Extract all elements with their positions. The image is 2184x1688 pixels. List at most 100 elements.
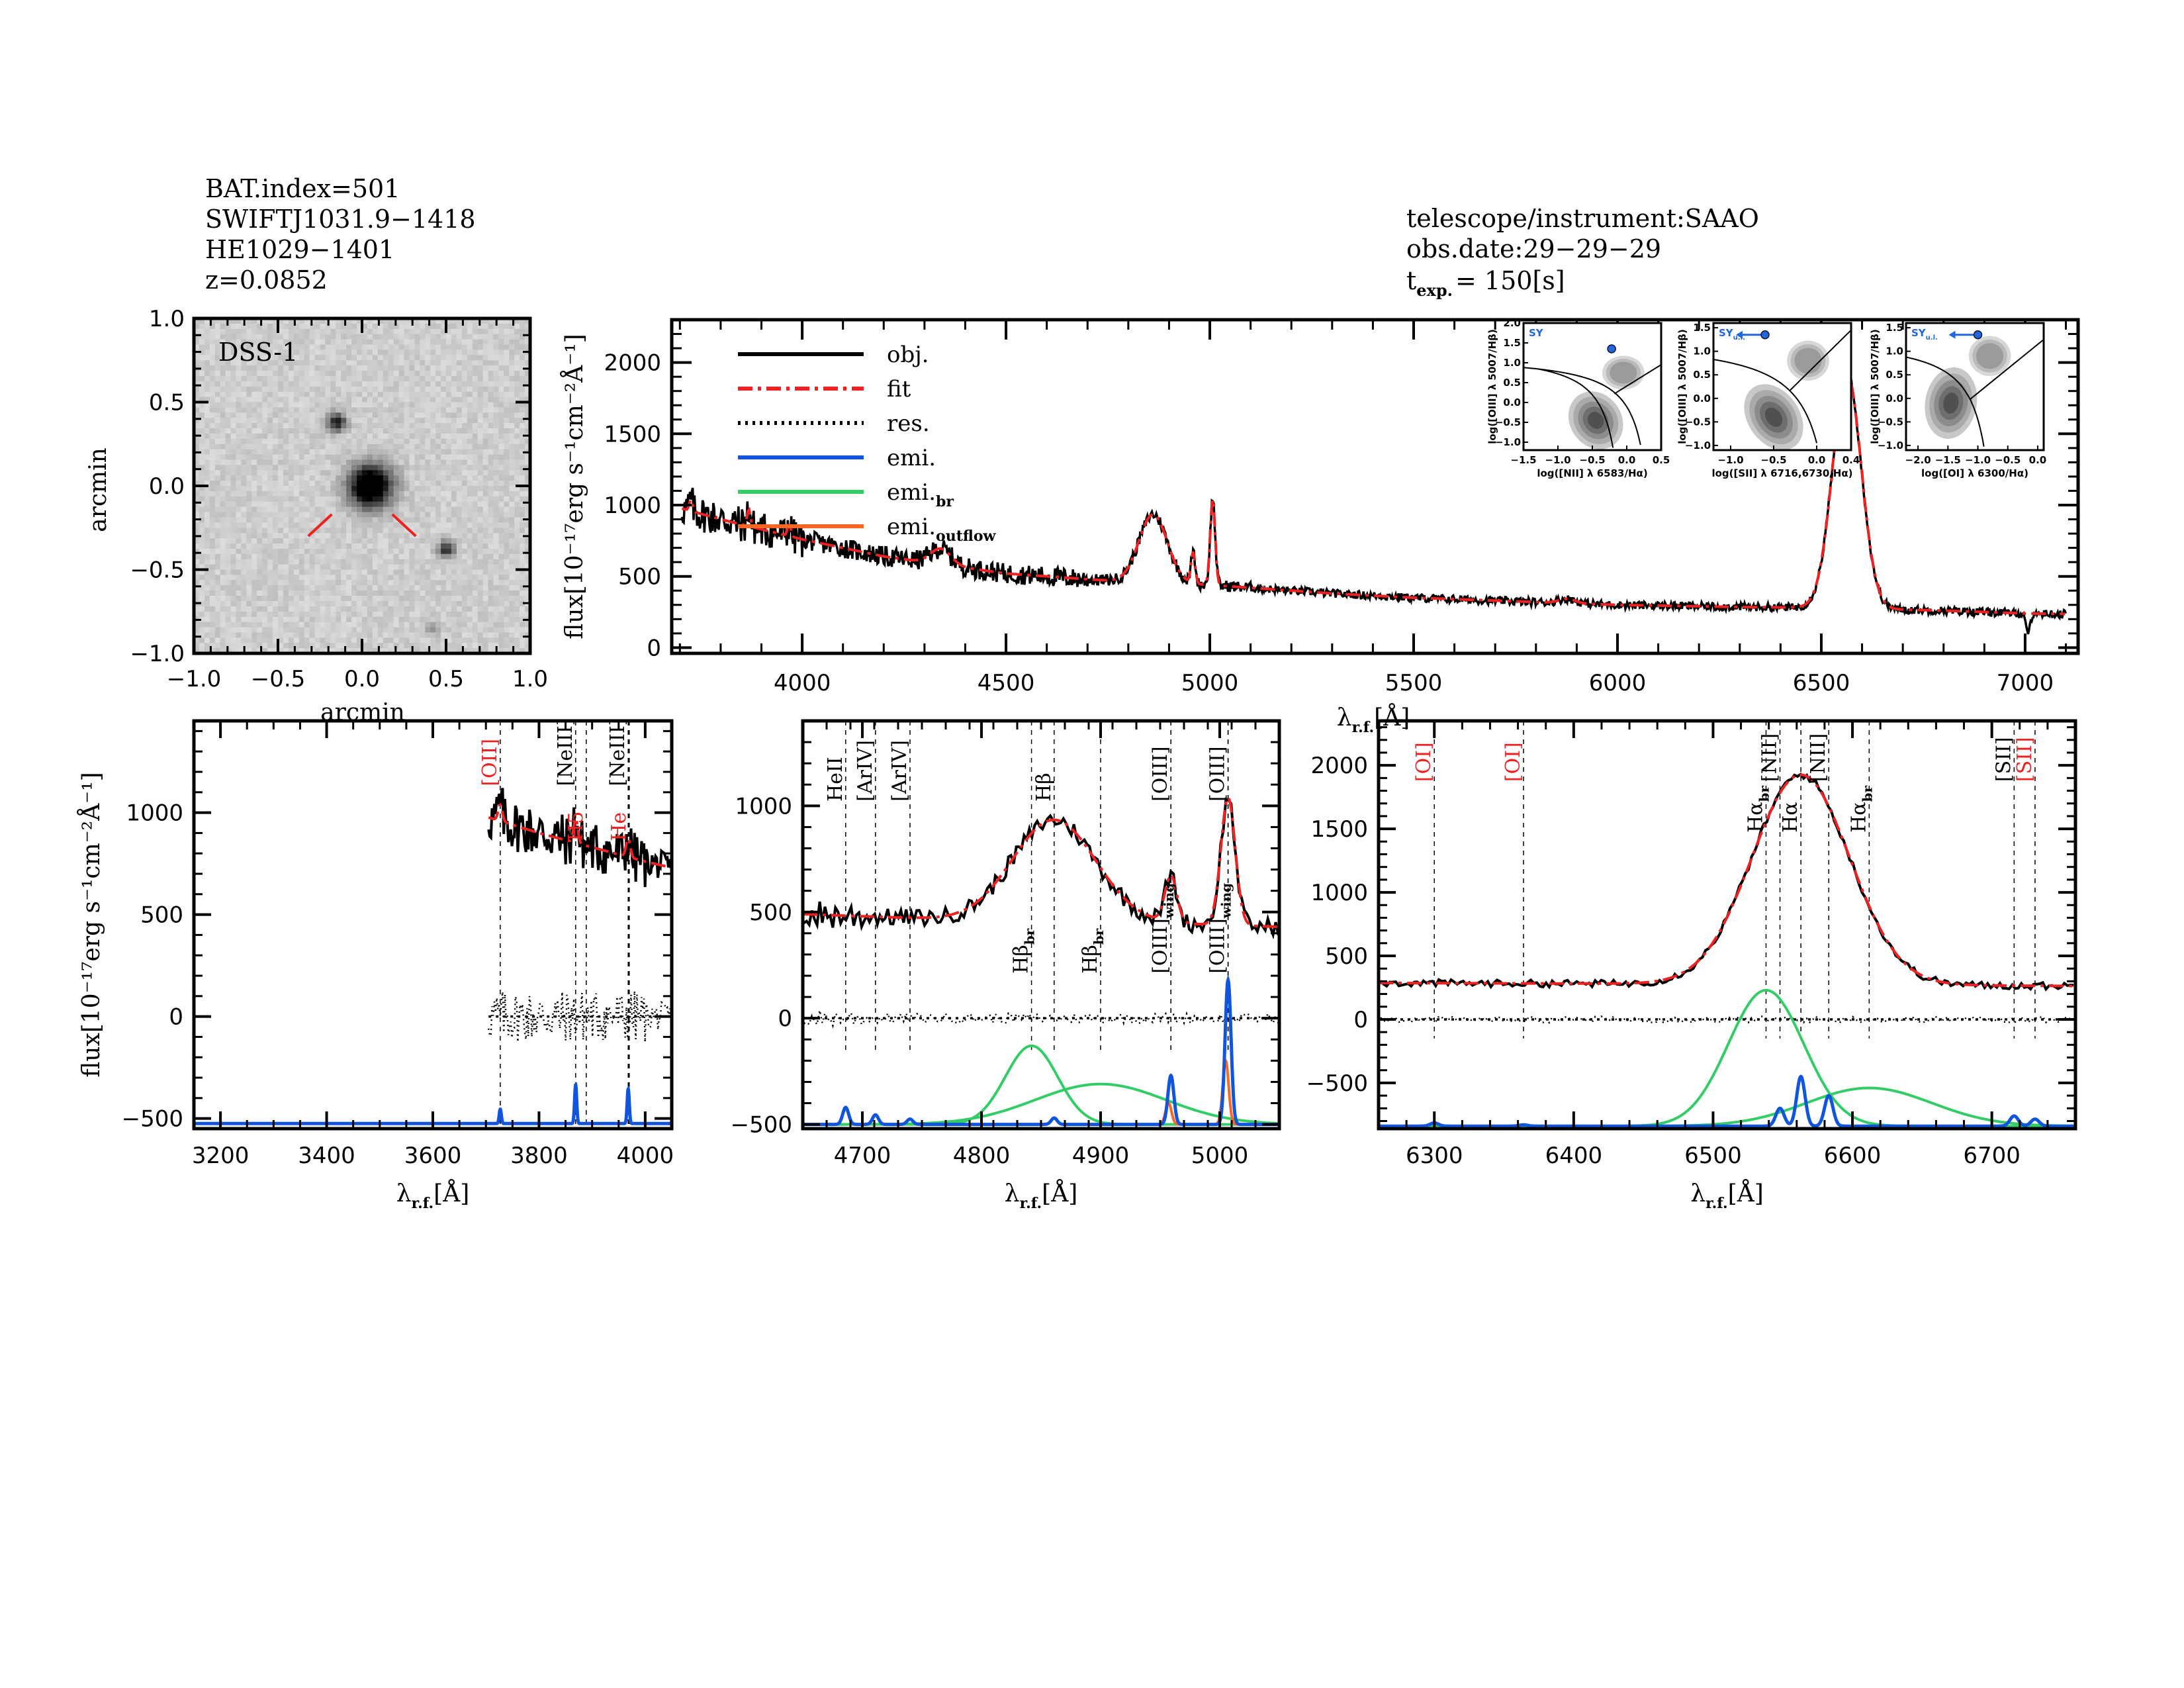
dss-pixel: [498, 559, 504, 565]
dss-pixel: [446, 371, 452, 377]
dss-pixel: [304, 444, 310, 450]
dss-pixel: [330, 475, 336, 481]
dss-pixel: [194, 376, 200, 382]
dss-pixel: [214, 418, 221, 424]
dss-pixel: [520, 616, 525, 623]
dss-pixel: [393, 475, 400, 481]
dss-pixel: [241, 365, 247, 371]
dss-pixel: [236, 444, 242, 450]
dss-pixel: [314, 397, 321, 403]
dss-pixel: [314, 606, 321, 612]
dss-pixel: [498, 433, 504, 440]
dss-pixel: [372, 444, 379, 450]
sf-density-level: [1588, 412, 1604, 429]
dss-pixel: [372, 360, 379, 366]
dss-pixel: [220, 486, 226, 492]
dss-pixel: [204, 334, 210, 340]
dss-pixel: [393, 418, 400, 424]
dss-pixel: [488, 522, 494, 528]
dss-pixel: [209, 538, 216, 544]
dss-pixel: [451, 606, 457, 612]
dss-pixel: [236, 486, 242, 492]
dss-pixel: [520, 596, 525, 602]
dss-pixel: [214, 334, 221, 340]
dss-pixel: [383, 643, 389, 649]
dss-pixel: [467, 643, 473, 649]
dss-pixel: [341, 360, 347, 366]
line-label-text: He: [608, 812, 631, 841]
dss-pixel: [482, 433, 489, 440]
dss-pixel: [488, 376, 494, 382]
dss-pixel: [435, 611, 441, 618]
line-label-text: [NII]: [1807, 733, 1830, 782]
dss-pixel: [498, 323, 504, 330]
dss-pixel: [372, 596, 379, 602]
dss-pixel: [204, 496, 210, 502]
dss-pixel: [472, 596, 478, 602]
dss-pixel: [293, 454, 300, 461]
dss-pixel: [383, 616, 389, 623]
dss-pixel: [204, 355, 210, 361]
dss-pixel: [435, 569, 441, 575]
dss-pixel: [288, 648, 295, 654]
dss-pixel: [446, 412, 452, 418]
dss-pixel: [472, 465, 478, 471]
dss-pixel: [377, 355, 384, 361]
dss-pixel: [357, 365, 363, 371]
dss-pixel: [409, 428, 415, 434]
dss-pixel: [509, 585, 515, 591]
y-tick-label: 0.5: [1693, 369, 1711, 381]
dss-pixel: [446, 548, 452, 555]
dss-pixel: [220, 622, 226, 628]
dss-pixel: [278, 643, 284, 649]
dss-pixel: [241, 344, 247, 350]
dss-pixel: [425, 501, 431, 508]
dss-pixel: [525, 391, 531, 398]
dss-pixel: [309, 548, 316, 555]
dss-pixel: [451, 470, 457, 476]
dss-pixel: [214, 328, 221, 335]
dss-pixel: [461, 376, 468, 382]
dss-pixel: [336, 376, 341, 382]
dss-pixel: [446, 506, 452, 513]
dss-pixel: [320, 412, 326, 418]
dss-pixel: [194, 564, 200, 571]
dss-pixel: [430, 423, 436, 429]
dss-pixel: [477, 418, 484, 424]
dss-pixel: [199, 632, 205, 638]
texp-value: = 150[s]: [1455, 266, 1565, 295]
dss-pixel: [209, 533, 216, 539]
dss-pixel: [451, 596, 457, 602]
dss-pixel: [430, 580, 436, 586]
dss-pixel: [273, 454, 279, 461]
dss-pixel: [504, 528, 510, 534]
dss-pixel: [377, 553, 384, 560]
dss-pixel: [209, 433, 216, 440]
dss-pixel: [525, 371, 531, 377]
dss-pixel: [278, 611, 284, 618]
dss-pixel: [520, 386, 525, 393]
dss-pixel: [251, 381, 257, 387]
dss-pixel: [498, 611, 504, 618]
dss-pixel: [278, 486, 284, 492]
dss-pixel: [420, 344, 426, 350]
dss-pixel: [377, 397, 384, 403]
dss-pixel: [414, 543, 420, 549]
dss-pixel: [425, 339, 431, 346]
dss-pixel: [388, 328, 394, 335]
dss-pixel: [477, 528, 484, 534]
dss-pixel: [372, 486, 379, 492]
dss-pixel: [409, 564, 415, 571]
dss-pixel: [304, 496, 310, 502]
dss-pixel: [372, 569, 379, 575]
dss-pixel: [435, 606, 441, 612]
dss-pixel: [498, 397, 504, 403]
dss-pixel: [456, 328, 463, 335]
dss-pixel: [514, 580, 520, 586]
dss-pixel: [377, 350, 384, 355]
dss-pixel: [367, 517, 373, 523]
dss-pixel: [467, 580, 473, 586]
dss-pixel: [298, 376, 305, 382]
dss-pixel: [520, 580, 525, 586]
